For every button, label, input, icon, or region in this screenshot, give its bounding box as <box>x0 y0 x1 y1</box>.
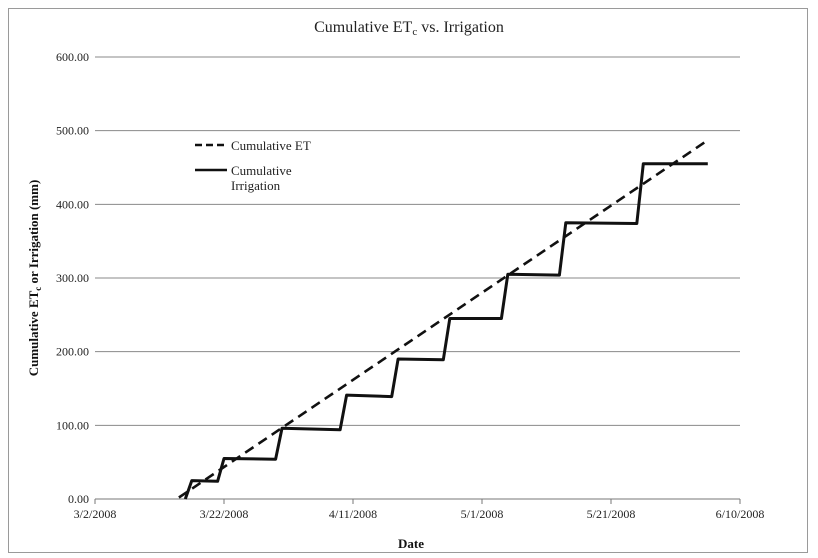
x-tick-label: 3/22/2008 <box>200 507 249 521</box>
x-tick-label: 3/2/2008 <box>74 507 117 521</box>
legend-label-et: Cumulative ET <box>231 138 311 153</box>
tick-layer: 0.00 100.00 200.00 300.00 400.00 500.00 600.00… <box>56 50 764 521</box>
legend-item-irrigation: Cumulative Irrigation <box>193 163 311 193</box>
chart-title: Cumulative ETc vs. Irrigation <box>0 19 818 38</box>
y-axis-label-main: Cumulative ET <box>26 290 41 377</box>
series-line-cumulative-irrigation <box>183 162 708 500</box>
y-tick-label: 400.00 <box>56 197 89 211</box>
legend-item-et: Cumulative ET <box>193 138 311 153</box>
legend-label-irrigation: Cumulative Irrigation <box>231 163 292 193</box>
chart-title-tail: vs. Irrigation <box>417 19 504 36</box>
y-axis-label-tail: or Irrigation (mm) <box>26 179 41 287</box>
y-tick-label: 100.00 <box>56 418 89 432</box>
x-tick-label: 6/10/2008 <box>716 507 765 521</box>
chart-border <box>8 8 808 553</box>
x-axis-label: Date <box>398 536 424 551</box>
axis-layer <box>94 498 741 504</box>
series-line-cumulative-et <box>178 139 709 499</box>
chart-title-main: Cumulative ET <box>314 19 413 36</box>
legend: Cumulative ET Cumulative Irrigation <box>193 138 311 203</box>
x-tick-label: 5/1/2008 <box>461 507 504 521</box>
y-tick-label: 600.00 <box>56 50 89 64</box>
y-axis-label: Cumulative ETc or Irrigation (mm) <box>26 128 43 428</box>
x-tick-label: 5/21/2008 <box>587 507 636 521</box>
legend-swatch-solid <box>193 163 227 177</box>
grid-layer <box>95 56 740 426</box>
chart-title-sub: c <box>412 26 418 38</box>
y-axis-label-sub: c <box>33 286 43 291</box>
series-layer <box>178 139 709 500</box>
y-tick-label: 200.00 <box>56 345 89 359</box>
y-tick-label: 0.00 <box>68 492 89 506</box>
legend-swatch-dashed <box>193 138 227 152</box>
x-tick-label: 4/11/2008 <box>329 507 377 521</box>
y-tick-label: 300.00 <box>56 271 89 285</box>
y-tick-label: 500.00 <box>56 124 89 138</box>
